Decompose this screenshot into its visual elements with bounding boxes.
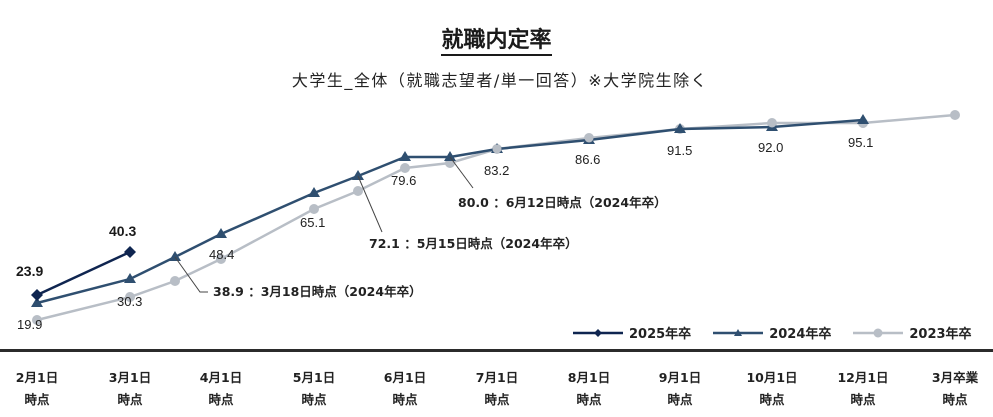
data-label-2025-feb: 23.9: [16, 263, 43, 279]
data-label-2024-may: 65.1: [300, 215, 325, 230]
x-tick-suffix: 時点: [484, 392, 510, 407]
legend-diamond-line-icon: [573, 328, 623, 337]
x-tick-date: 5月1日: [292, 370, 336, 385]
x-tick-date: 3月卒業: [931, 370, 979, 385]
callout-leaders: [174, 156, 474, 293]
x-tick-label: 5月1日時点: [274, 367, 354, 411]
callout-leader-80-0: [449, 156, 474, 189]
x-tick-label: 4月1日時点: [181, 367, 261, 411]
chart-subtitle: 大学生_全体（就職志望者/単一回答）※大学院生除く: [291, 71, 709, 90]
marker-2023-circle: [216, 254, 226, 264]
marker-2023-circle: [32, 315, 42, 325]
series-2024: [31, 114, 869, 307]
x-tick-date: 3月1日: [108, 370, 152, 385]
x-tick-suffix: 時点: [667, 392, 693, 407]
data-label-2024-mar: 30.3: [117, 294, 142, 309]
marker-2024-triangle: [399, 151, 411, 161]
x-tick-date: 12月1日: [837, 370, 889, 385]
legend-item-2025: 2025年卒: [573, 323, 691, 342]
callout-leader-38-9: [174, 256, 208, 293]
x-tick-suffix: 時点: [117, 392, 143, 407]
x-tick-date: 6月1日: [383, 370, 427, 385]
annotation-may15: 72.1 ：5月15日時点（2024年卒）: [369, 236, 578, 251]
x-tick-suffix: 時点: [24, 392, 50, 407]
marker-2023-circle: [767, 118, 777, 128]
x-tick-label: 2月1日時点: [0, 367, 77, 411]
marker-2024-triangle: [352, 170, 364, 180]
x-tick-suffix: 時点: [850, 392, 876, 407]
data-label-2024-jun: 79.6: [391, 173, 416, 188]
x-tick-suffix: 時点: [208, 392, 234, 407]
x-tick-date: 8月1日: [567, 370, 611, 385]
x-axis-labels: 2月1日時点 3月1日時点 4月1日時点 5月1日時点 6月1日時点 7月1日時…: [0, 367, 993, 417]
legend-triangle-line-icon: [713, 328, 764, 336]
marker-2024-triangle: [124, 273, 136, 283]
x-tick-label: 10月1日時点: [732, 367, 812, 411]
x-tick-label: 6月1日時点: [365, 367, 445, 411]
x-tick-label: 8月1日時点: [549, 367, 629, 411]
x-tick-date: 10月1日: [746, 370, 798, 385]
chart-legend: 2025年卒 2024年卒 2023年卒: [573, 323, 972, 342]
x-tick-label: 3月1日時点: [90, 367, 170, 411]
marker-2023-circle: [950, 110, 960, 120]
x-axis-line: [0, 349, 993, 352]
marker-2025-diamond: [31, 289, 43, 301]
marker-2023-circle: [309, 204, 319, 214]
marker-2025-diamond: [124, 246, 136, 258]
annotation-mar18: 38.9 ：3月18日時点（2024年卒）: [213, 284, 422, 299]
legend-circle-line-icon: [853, 328, 904, 337]
annotation-jun12: 80.0 ：6月12日時点（2024年卒）: [458, 195, 667, 210]
x-tick-label: 3月卒業時点: [915, 367, 993, 411]
marker-2023-circle: [400, 163, 410, 173]
x-tick-label: 9月1日時点: [640, 367, 720, 411]
marker-2024-triangle: [444, 151, 456, 161]
series-2025: [31, 246, 136, 301]
marker-2023-circle: [125, 292, 135, 302]
x-tick-date: 7月1日: [475, 370, 519, 385]
marker-2024-triangle: [308, 187, 320, 197]
x-tick-suffix: 時点: [392, 392, 418, 407]
x-tick-date: 9月1日: [658, 370, 702, 385]
data-label-2024-oct: 92.0: [758, 140, 783, 155]
data-label-2024-jul: 83.2: [484, 163, 509, 178]
marker-2023-circle: [492, 144, 502, 154]
x-tick-suffix: 時点: [759, 392, 785, 407]
marker-2024-triangle: [31, 297, 43, 307]
x-tick-label: 12月1日時点: [823, 367, 903, 411]
series-2023: [32, 110, 960, 325]
marker-2024-triangle: [169, 251, 181, 261]
marker-2024-triangle: [857, 114, 869, 124]
data-label-2025-mar: 40.3: [109, 223, 136, 239]
legend-item-2023: 2023年卒: [853, 323, 972, 342]
data-label-2024-sep: 91.5: [667, 143, 692, 158]
x-tick-date: 4月1日: [199, 370, 243, 385]
data-label-2024-dec: 95.1: [848, 135, 873, 150]
x-tick-label: 7月1日時点: [457, 367, 537, 411]
marker-2024-triangle: [215, 228, 227, 238]
marker-2023-circle: [170, 276, 180, 286]
chart-title-text: 就職内定率: [441, 28, 552, 56]
marker-2023-circle: [353, 186, 363, 196]
legend-label-2024: 2024年卒: [769, 327, 832, 342]
data-label-2024-feb: 19.9: [17, 317, 42, 332]
series-2023-overlay: [492, 118, 777, 154]
callout-leader-72-1: [357, 175, 383, 233]
x-tick-suffix: 時点: [301, 392, 327, 407]
data-label-2024-aug: 86.6: [575, 152, 600, 167]
legend-label-2025: 2025年卒: [629, 327, 692, 342]
x-tick-suffix: 時点: [576, 392, 602, 407]
legend-label-2023: 2023年卒: [909, 327, 972, 342]
marker-2023-circle: [584, 133, 594, 143]
marker-2024-triangle: [674, 123, 686, 133]
chart-title: 就職内定率: [0, 22, 993, 56]
data-label-2024-apr: 48.4: [209, 247, 234, 262]
legend-item-2024: 2024年卒: [713, 323, 831, 342]
x-tick-suffix: 時点: [942, 392, 968, 407]
x-tick-date: 2月1日: [15, 370, 59, 385]
